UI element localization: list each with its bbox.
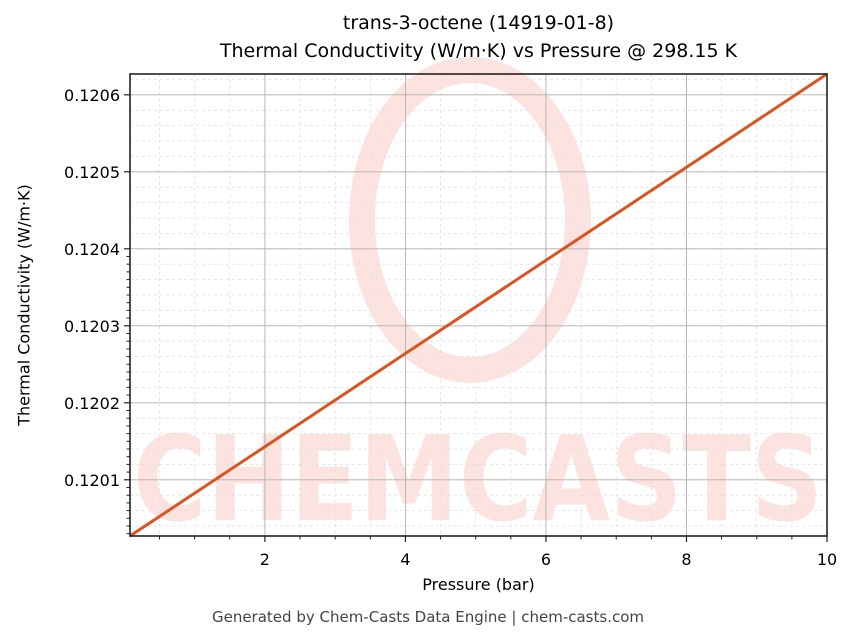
svg-text:0.1203: 0.1203 xyxy=(64,317,120,336)
svg-text:10: 10 xyxy=(817,550,837,569)
major-gridlines xyxy=(130,74,828,536)
svg-text:2: 2 xyxy=(260,550,270,569)
footer-credit: Generated by Chem-Casts Data Engine | ch… xyxy=(211,608,645,626)
plot-frame xyxy=(129,73,828,537)
watermark-logo: CHEMCASTS xyxy=(133,57,823,548)
svg-text:4: 4 xyxy=(400,550,410,569)
svg-text:0.1204: 0.1204 xyxy=(64,240,120,259)
svg-text:0.1206: 0.1206 xyxy=(64,86,120,105)
y-axis-label: Thermal Conductivity (W/m·K) xyxy=(14,184,34,426)
svg-text:6: 6 xyxy=(541,550,551,569)
chart-subtitle: Thermal Conductivity (W/m·K) vs Pressure… xyxy=(219,40,738,62)
chart-title: trans-3-octene (14919-01-8) xyxy=(342,12,615,34)
svg-text:0.1202: 0.1202 xyxy=(64,394,120,413)
svg-text:CHEMCASTS: CHEMCASTS xyxy=(133,410,823,548)
axis-ticks: 2 4 6 8 10 0.1201 0.1202 0.1203 0.1204 0.1205 0.12… xyxy=(64,86,837,569)
svg-text:8: 8 xyxy=(681,550,691,569)
data-series xyxy=(129,72,828,538)
svg-text:0.1201: 0.1201 xyxy=(64,471,120,490)
x-axis-label: Pressure (bar) xyxy=(422,575,535,594)
svg-text:0.1205: 0.1205 xyxy=(64,163,120,182)
